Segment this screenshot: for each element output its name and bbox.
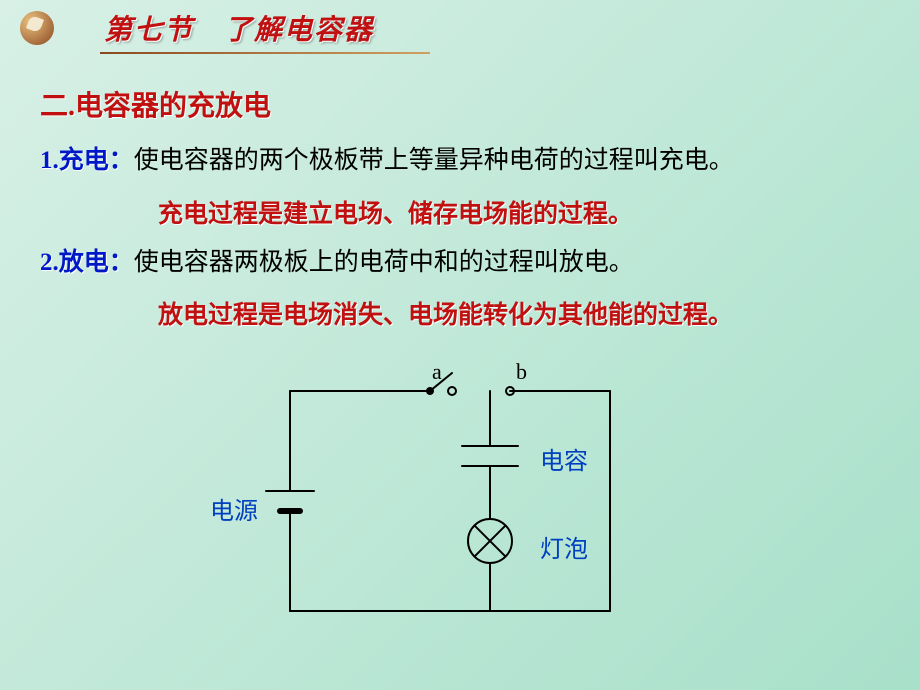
item-1-note: 充电过程是建立电场、储存电场能的过程。 [158,194,880,230]
logo-icon [20,11,54,45]
label-a: a [432,359,442,385]
label-capacitor: 电容 [540,441,588,476]
item-1-label: 1.充电： [40,147,134,174]
item-2-text: 使电容器两极板上的电荷中和的过程叫放电。 [134,249,634,276]
circuit-diagram: a b 电源 电容 灯泡 [200,351,720,651]
section-heading: 二.电容器的充放电 [40,84,880,124]
circuit-svg [200,351,720,651]
label-b: b [516,359,527,385]
item-1: 1.充电：使电容器的两个极板带上等量异种电荷的过程叫充电。 [40,142,880,180]
page-title: 第七节 了解电容器 [104,8,374,48]
item-2: 2.放电：使电容器两极板上的电荷中和的过程叫放电。 [40,244,880,282]
content: 二.电容器的充放电 1.充电：使电容器的两个极板带上等量异种电荷的过程叫充电。 … [0,54,920,651]
label-source: 电源 [210,491,258,526]
header: 第七节 了解电容器 [0,0,920,48]
item-1-text: 使电容器的两个极板带上等量异种电荷的过程叫充电。 [134,147,734,174]
label-bulb: 灯泡 [540,529,588,564]
item-2-label: 2.放电： [40,249,134,276]
item-2-note: 放电过程是电场消失、电场能转化为其他能的过程。 [158,295,880,331]
